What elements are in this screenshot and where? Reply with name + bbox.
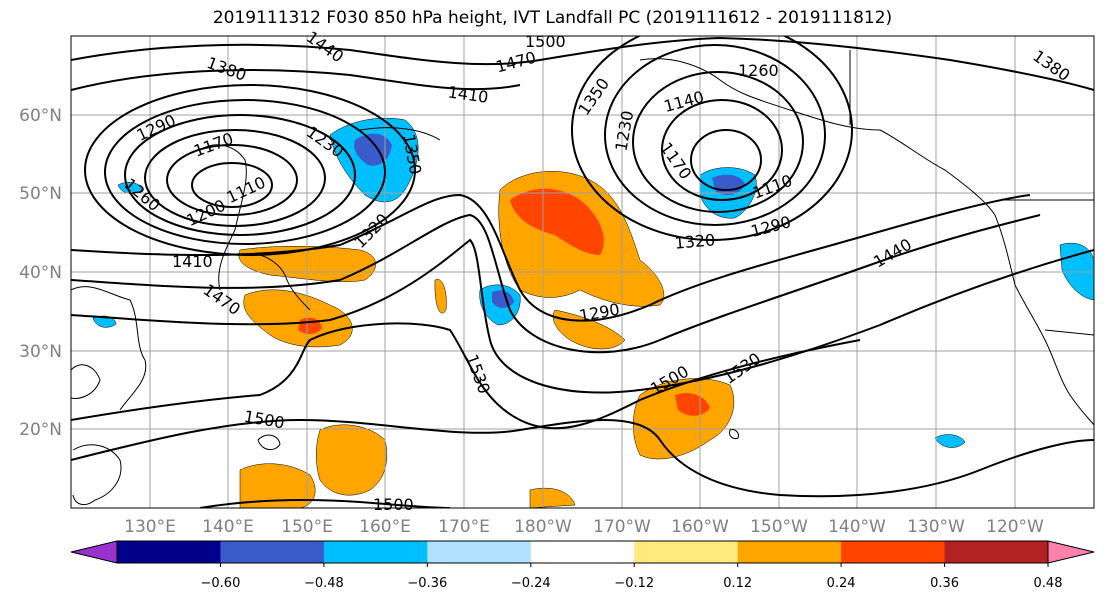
colorbar-labels: −0.60 −0.48 −0.36 −0.24 −0.12 0.12 0.24 0.36 0.4… xyxy=(201,563,1063,591)
ivt-region xyxy=(434,279,447,314)
colorbar-tick-label: −0.60 xyxy=(201,576,241,591)
colorbar-segment xyxy=(737,541,842,563)
coastline-asia xyxy=(71,364,101,399)
colorbar-tick-label: 0.12 xyxy=(723,576,752,591)
lon-label: 130°E xyxy=(124,517,176,537)
colorbar-outline xyxy=(116,540,1049,564)
contour-label: 1260 xyxy=(738,61,779,80)
colorbar-tick-label: 0.48 xyxy=(1034,576,1063,591)
map-frame xyxy=(70,35,1095,509)
lon-label: 130°W xyxy=(907,517,965,537)
ivt-region xyxy=(117,182,143,194)
ivt-region xyxy=(934,434,966,448)
lat-label: 20°N xyxy=(19,420,62,440)
colorbar-tick-label: −0.48 xyxy=(304,576,344,591)
lon-label: 170°W xyxy=(593,517,651,537)
colorbar-extend-high xyxy=(1047,540,1095,564)
colorbar-tick-label: 0.24 xyxy=(827,576,856,591)
lon-label: 160°W xyxy=(671,517,729,537)
ivt-region xyxy=(529,487,576,508)
island xyxy=(257,434,281,450)
ivt-region xyxy=(239,463,316,508)
lat-label: 40°N xyxy=(19,263,62,283)
colorbar-segment xyxy=(841,541,946,563)
lat-label: 30°N xyxy=(19,342,62,362)
map-title: 2019111312 F030 850 hPa height, IVT Land… xyxy=(212,8,893,28)
height-contours xyxy=(71,36,1094,508)
contour-label: 1410 xyxy=(172,252,213,271)
colorbar-segment xyxy=(944,541,1049,563)
lon-label: 150°W xyxy=(750,517,808,537)
contour-label: 1500 xyxy=(525,32,566,51)
lon-label: 120°W xyxy=(986,517,1044,537)
ivt-region xyxy=(316,424,388,496)
lon-label: 150°E xyxy=(281,517,333,537)
contour-label: 1500 xyxy=(373,495,414,514)
colorbar-segment xyxy=(220,541,325,563)
island-hawaii xyxy=(729,429,739,439)
ivt-region xyxy=(510,188,604,255)
lon-label: 180°W xyxy=(514,517,572,537)
colorbar-tick-label: 0.36 xyxy=(930,576,959,591)
contour-label: 1320 xyxy=(674,230,716,252)
longitude-labels: 130°E 140°E 150°E 160°E 170°E 180°W 170°… xyxy=(124,517,1044,537)
lon-label: 140°W xyxy=(828,517,886,537)
latitude-labels: 60°N 50°N 40°N 30°N 20°N xyxy=(19,106,62,440)
colorbar-tick-label: −0.12 xyxy=(614,576,654,591)
coastline-japan xyxy=(259,254,311,311)
colorbar-segment xyxy=(530,541,635,563)
colorbar-segment xyxy=(427,541,532,563)
lat-label: 50°N xyxy=(19,184,62,204)
coastline-kamchatka xyxy=(199,144,247,291)
coastline-aleutian xyxy=(359,127,441,141)
coastline-philippines xyxy=(72,444,122,506)
coastline-alaska xyxy=(639,58,996,216)
colorbar-extend-low xyxy=(70,540,118,564)
colorbar-segment xyxy=(323,541,428,563)
coastline-asia xyxy=(71,286,147,411)
colorbar xyxy=(70,540,1095,564)
ivt-region xyxy=(675,393,710,416)
colorbar-tick-label: −0.24 xyxy=(511,576,551,591)
lon-label: 170°E xyxy=(438,517,490,537)
lat-label: 60°N xyxy=(19,106,62,126)
lon-label: 160°E xyxy=(359,517,411,537)
coastlines xyxy=(71,50,1094,506)
colorbar-segment xyxy=(634,541,739,563)
lon-label: 140°E xyxy=(202,517,254,537)
colorbar-tick-label: −0.36 xyxy=(407,576,447,591)
border-us-mexico xyxy=(1044,329,1094,336)
colorbar-segment xyxy=(117,541,221,563)
coastline-north-america xyxy=(994,214,1094,426)
